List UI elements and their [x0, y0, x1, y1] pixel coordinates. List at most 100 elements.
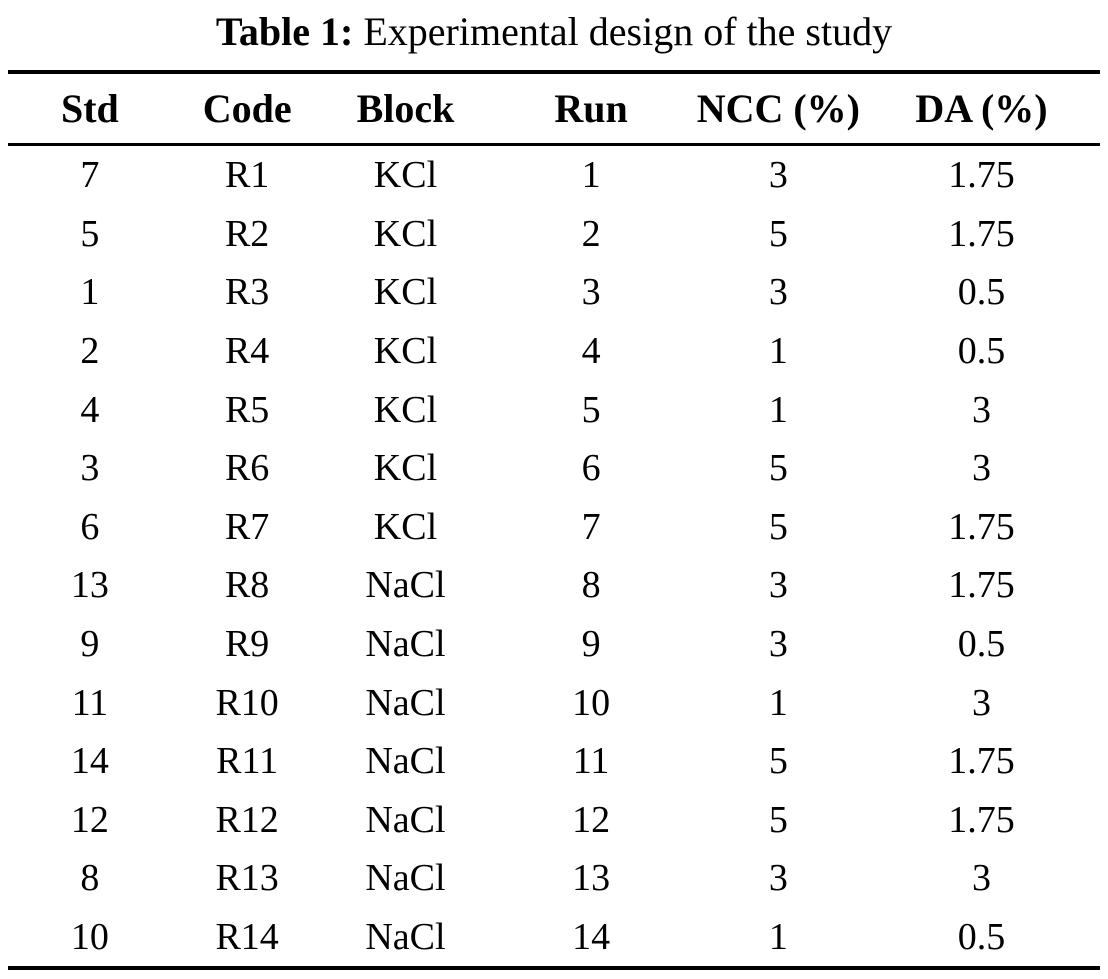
table-header: Std Code Block Run NCC (%) DA (%)	[8, 72, 1100, 145]
table-cell: 1	[581, 154, 601, 197]
table-caption-text: Experimental design of the study	[363, 9, 893, 54]
table-row: 5 R2 KCl 2 5 1.75	[8, 205, 1100, 264]
table-cell: 2	[581, 212, 601, 255]
table-cell: 6	[581, 447, 601, 490]
table-cell: R8	[224, 564, 270, 607]
table-cell: 10	[70, 916, 109, 959]
table-caption-label: Table 1:	[215, 9, 354, 54]
table-cell: R3	[224, 271, 270, 314]
table-cell: NaCl	[365, 857, 446, 900]
table-cell: 8	[581, 564, 601, 607]
table-header-row: Std Code Block Run NCC (%) DA (%)	[8, 72, 1100, 145]
table-cell: 0.5	[957, 271, 1006, 314]
table-cell: NaCl	[365, 623, 446, 666]
table-cell: 14	[70, 740, 109, 783]
table-cell: 1	[768, 388, 788, 431]
table-cell: KCl	[373, 212, 438, 255]
table-row: 11 R10 NaCl 10 1 3	[8, 673, 1100, 732]
table-cell: R5	[224, 388, 270, 431]
table-cell: 6	[80, 505, 100, 548]
table-cell: 13	[572, 857, 611, 900]
table-cell: 3	[80, 447, 100, 490]
table-cell: 11	[71, 681, 109, 724]
table-cell: 14	[572, 916, 611, 959]
table-cell: 1	[768, 330, 788, 373]
table-cell: 1.75	[948, 564, 1015, 607]
table-cell: R2	[224, 212, 270, 255]
table-cell: 5	[80, 212, 100, 255]
table-cell: 7	[80, 154, 100, 197]
table-cell: R13	[215, 857, 279, 900]
table-body: 7 R1 KCl 1 3 1.75 5 R2 KCl 2 5 1.75 1 R3 KCl 3 3 0.5 2 R4 KC…	[8, 145, 1100, 969]
table-cell: R4	[224, 330, 270, 373]
table-cell: R1	[224, 154, 270, 197]
table-cell: 5	[768, 447, 788, 490]
table-cell: 1.75	[948, 212, 1015, 255]
table-cell: 3	[768, 271, 788, 314]
table-cell: R14	[215, 916, 279, 959]
table-row: 3 R6 KCl 6 5 3	[8, 439, 1100, 498]
table-cell: KCl	[373, 154, 438, 197]
table-cell: 5	[768, 212, 788, 255]
table-row: 13 R8 NaCl 8 3 1.75	[8, 556, 1100, 615]
table-cell: R6	[224, 447, 270, 490]
table-cell: 0.5	[957, 330, 1006, 373]
table-cell: 1	[80, 271, 100, 314]
table-cell: R12	[215, 798, 279, 841]
table-cell: 12	[572, 798, 611, 841]
column-header-code: Code	[202, 86, 292, 131]
table-cell: 1.75	[948, 505, 1015, 548]
table-cell: 13	[70, 564, 109, 607]
table-cell: 7	[581, 505, 601, 548]
table-cell: R9	[224, 623, 270, 666]
table-cell: 1	[768, 681, 788, 724]
table-row: 12 R12 NaCl 12 5 1.75	[8, 791, 1100, 850]
table-cell: R7	[224, 505, 270, 548]
table-row: 14 R11 NaCl 11 5 1.75	[8, 732, 1100, 791]
table-cell: 3	[971, 447, 991, 490]
table-cell: 1.75	[948, 740, 1015, 783]
table-row: 8 R13 NaCl 13 3 3	[8, 849, 1100, 908]
table-cell: NaCl	[365, 916, 446, 959]
table-cell: R11	[216, 740, 279, 783]
table-cell: 3	[768, 623, 788, 666]
table-cell: 1	[768, 916, 788, 959]
table-cell: KCl	[373, 271, 438, 314]
table-row: 2 R4 KCl 4 1 0.5	[8, 322, 1100, 381]
table-cell: 4	[581, 330, 601, 373]
table-cell: 2	[80, 330, 100, 373]
table-cell: NaCl	[365, 798, 446, 841]
column-header-ncc: NCC (%)	[696, 86, 861, 131]
table-cell: 5	[581, 388, 601, 431]
table-cell: KCl	[373, 447, 438, 490]
experimental-design-table: Std Code Block Run NCC (%) DA (%) 7 R1 KCl…	[8, 70, 1100, 971]
table-cell: 3	[971, 388, 991, 431]
table-cell: 1.75	[948, 798, 1015, 841]
table-cell: 9	[581, 623, 601, 666]
table-cell: 1.75	[948, 154, 1015, 197]
column-header-std: Std	[60, 86, 119, 131]
table-cell: 3	[971, 681, 991, 724]
table-cell: 5	[768, 740, 788, 783]
table-row: 4 R5 KCl 5 1 3	[8, 380, 1100, 439]
table-cell: KCl	[373, 505, 438, 548]
table-cell: 3	[768, 564, 788, 607]
column-header-block: Block	[356, 86, 455, 131]
table-cell: KCl	[373, 388, 438, 431]
table-cell: 3	[581, 271, 601, 314]
table-cell: 0.5	[957, 623, 1006, 666]
table-cell: NaCl	[365, 681, 446, 724]
table-cell: 5	[768, 505, 788, 548]
table-cell: 3	[971, 857, 991, 900]
table-cell: 5	[768, 798, 788, 841]
table-cell: 0.5	[957, 916, 1006, 959]
table-cell: 8	[80, 857, 100, 900]
table-cell: 3	[768, 154, 788, 197]
table-cell: NaCl	[365, 564, 446, 607]
table-row: 6 R7 KCl 7 5 1.75	[8, 498, 1100, 557]
table-row: 9 R9 NaCl 9 3 0.5	[8, 615, 1100, 674]
table-cell: 9	[80, 623, 100, 666]
table-row: 1 R3 KCl 3 3 0.5	[8, 263, 1100, 322]
table-cell: R10	[215, 681, 279, 724]
